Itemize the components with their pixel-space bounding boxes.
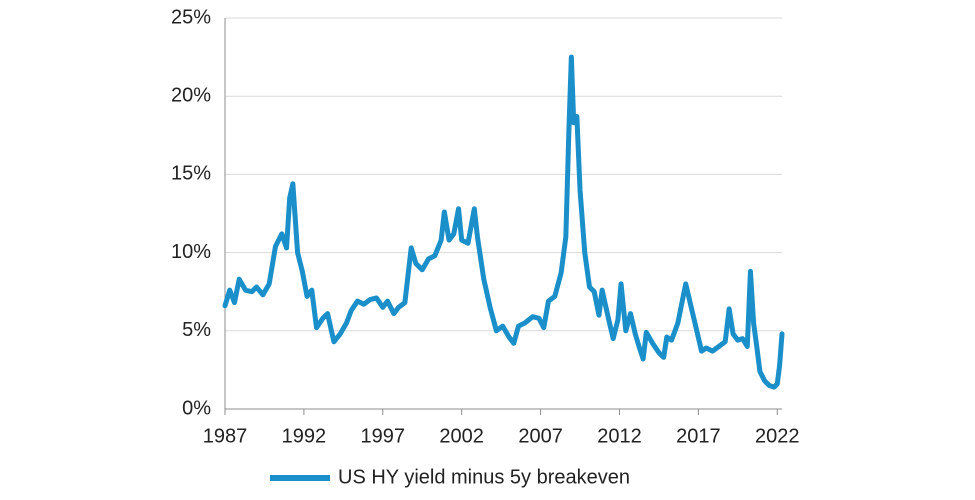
legend-label: US HY yield minus 5y breakeven	[338, 466, 630, 488]
x-tick-label: 1997	[361, 425, 406, 447]
x-tick-label: 2007	[518, 425, 563, 447]
y-tick-label: 10%	[171, 241, 211, 263]
x-tick-label: 2017	[676, 425, 721, 447]
x-tick-label: 1992	[282, 425, 327, 447]
y-tick-label: 5%	[182, 319, 211, 341]
y-tick-label: 20%	[171, 84, 211, 106]
y-tick-label: 25%	[171, 6, 211, 28]
y-tick-label: 15%	[171, 163, 211, 185]
data-line	[222, 54, 785, 390]
y-tick-label: 0%	[182, 397, 211, 419]
x-tick-label: 2002	[439, 425, 484, 447]
x-tick-label: 1987	[203, 425, 248, 447]
x-tick-label: 2022	[755, 425, 800, 447]
x-tick-label: 2012	[597, 425, 642, 447]
